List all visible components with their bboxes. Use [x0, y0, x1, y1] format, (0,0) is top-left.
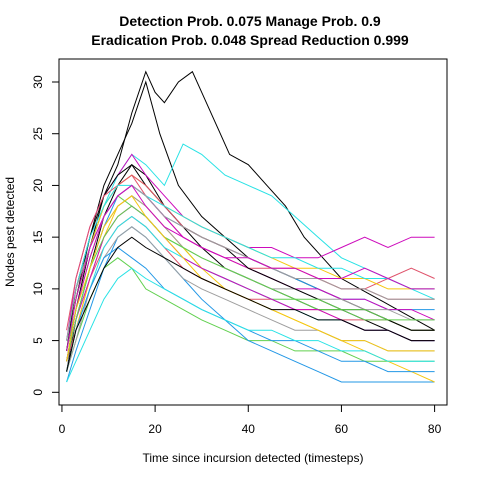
- series-layer: [66, 70, 435, 383]
- series-line-22: [66, 205, 435, 362]
- x-tick-label: 20: [148, 422, 162, 436]
- series-line-5: [66, 215, 435, 362]
- x-tick-label: 40: [242, 422, 256, 436]
- x-tick-label: 80: [428, 422, 442, 436]
- series-line-25: [66, 184, 435, 341]
- y-axis-label: Nodes pest detected: [3, 177, 17, 287]
- series-line-6: [66, 257, 435, 372]
- y-tick-label: 25: [31, 127, 45, 141]
- chart-title-line-2: Eradication Prob. 0.048 Spread Reduction…: [91, 32, 409, 48]
- series-line-15: [66, 174, 435, 351]
- series-line-9: [66, 184, 435, 362]
- y-tick-label: 10: [31, 282, 45, 296]
- series-line-14: [66, 195, 435, 383]
- y-tick-label: 20: [31, 178, 45, 192]
- series-line-21: [66, 184, 435, 341]
- series-line-1: [66, 70, 435, 362]
- x-tick-label: 0: [59, 422, 66, 436]
- x-tick-label: 60: [335, 422, 349, 436]
- plot-frame: [58, 58, 448, 406]
- y-tick-label: 15: [31, 230, 45, 244]
- y-tick-label: 5: [31, 337, 45, 344]
- y-axis: 0 5 10 15 20 25 30: [31, 75, 60, 396]
- series-line-26: [66, 236, 435, 372]
- y-tick-label: 0: [31, 389, 45, 396]
- y-tick-label: 30: [31, 75, 45, 89]
- x-axis: 0 20 40 60 80: [59, 404, 442, 436]
- series-line-11: [66, 215, 435, 372]
- series-line-13: [66, 184, 435, 362]
- series-line-28: [66, 184, 435, 351]
- chart-title-line-1: Detection Prob. 0.075 Manage Prob. 0.9: [119, 13, 381, 29]
- x-axis-label: Time since incursion detected (timesteps…: [143, 451, 364, 465]
- series-line-7: [66, 195, 435, 352]
- series-line-10: [66, 143, 435, 351]
- series-line-23: [66, 205, 435, 362]
- series-line-27: [66, 267, 435, 383]
- series-line-8: [66, 226, 435, 383]
